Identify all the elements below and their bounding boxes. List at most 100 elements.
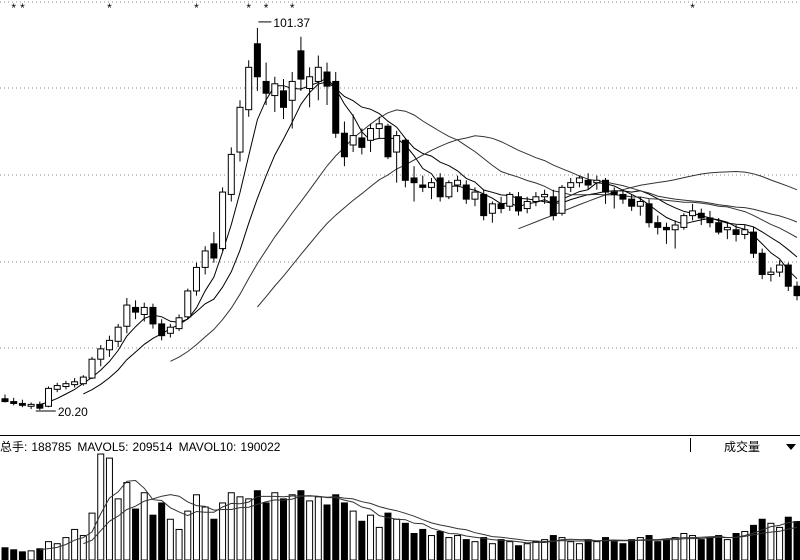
candle-body: [253, 43, 261, 78]
candle-body: [645, 203, 653, 224]
candle-body: [158, 323, 166, 337]
candle-body: [514, 196, 522, 212]
volume-bar: [671, 537, 679, 560]
header-value: 188785: [31, 440, 71, 454]
candle-body: [454, 179, 462, 186]
volume-bar: [393, 518, 401, 560]
volume-bar: [253, 490, 261, 560]
candle-body: [488, 203, 496, 214]
volume-bar: [140, 492, 148, 560]
candle-body: [288, 80, 296, 101]
candle-body: [523, 200, 531, 210]
volume-bar: [697, 539, 705, 560]
candle-body: [184, 290, 192, 318]
candle-body: [689, 210, 697, 217]
volume-bar: [532, 541, 540, 560]
volume-bar: [62, 537, 70, 560]
candle-body: [471, 191, 479, 200]
candle-body: [297, 50, 305, 80]
volume-bar: [488, 543, 496, 560]
volume-bar: [10, 549, 18, 560]
candle-body: [662, 226, 670, 231]
flag: *: [690, 1, 695, 15]
candle-body: [71, 381, 79, 386]
volume-bar: [575, 543, 583, 560]
candle-body: [593, 179, 601, 184]
candle-body: [349, 135, 357, 146]
candle-body: [210, 243, 218, 259]
candle-body: [410, 177, 418, 184]
header-label: MAVOL10:: [179, 440, 237, 454]
candle-body: [793, 285, 800, 297]
candle-body: [602, 179, 610, 193]
candle-body: [723, 226, 731, 231]
candle-body: [262, 80, 270, 94]
volume-bar: [71, 528, 79, 560]
candle-body: [201, 250, 209, 268]
candle-body: [549, 196, 557, 217]
flag: *: [20, 1, 25, 15]
candle-body: [636, 200, 644, 207]
candle-body: [671, 224, 679, 231]
volume-bar: [593, 541, 601, 560]
volume-bar: [619, 543, 627, 560]
candle-body: [105, 339, 113, 351]
candle-body: [462, 184, 470, 200]
dropdown-icon[interactable]: [786, 444, 796, 450]
volume-bar: [18, 551, 26, 560]
candle-body: [784, 264, 792, 287]
volume-bar: [332, 494, 340, 560]
volume-bar: [758, 518, 766, 560]
volume-bar: [549, 535, 557, 560]
volume-bar: [454, 535, 462, 560]
volume-bar: [706, 537, 714, 560]
candle-body: [271, 83, 279, 97]
candle-body: [567, 182, 575, 188]
volume-bar: [419, 528, 427, 560]
volume-bar: [654, 541, 662, 560]
candle-body: [280, 90, 288, 108]
header-value: 190022: [240, 440, 280, 454]
volume-bar: [114, 498, 122, 560]
volume-bar: [149, 514, 157, 560]
volume-ma-line: [83, 494, 798, 545]
flag: *: [264, 1, 269, 15]
volume-bar: [427, 535, 435, 560]
volume-bar: [358, 520, 366, 560]
volume-bar: [436, 530, 444, 560]
candle-body: [97, 348, 105, 360]
volume-bar: [132, 508, 140, 560]
volume-bar: [227, 492, 235, 560]
candle-body: [53, 385, 61, 390]
candle-body: [332, 80, 340, 134]
header-label: MAVOL5:: [77, 440, 128, 454]
flag: *: [290, 1, 295, 15]
candle-body: [36, 403, 44, 409]
volume-bar: [45, 541, 53, 560]
volume-bar: [636, 537, 644, 560]
candle-body: [480, 193, 488, 217]
volume-bar: [471, 541, 479, 560]
candle-body: [619, 193, 627, 200]
candle-body: [776, 264, 784, 273]
candle-body: [767, 271, 775, 275]
candle-body: [323, 71, 331, 87]
candle-body: [706, 217, 714, 224]
volume-bar: [175, 528, 183, 560]
volume-bar: [280, 498, 288, 560]
volume-bar: [271, 492, 279, 560]
candle-body: [575, 177, 583, 184]
candle-body: [419, 184, 427, 188]
volume-bar: [184, 510, 192, 560]
volume-bar: [680, 533, 688, 560]
candle-body: [166, 326, 174, 334]
candle-body: [314, 66, 322, 82]
volume-bar: [610, 541, 618, 560]
candle-body: [610, 191, 618, 195]
candle-body: [697, 212, 705, 219]
volume-bar: [732, 533, 740, 560]
ma-line: [83, 81, 798, 395]
volume-bar: [245, 498, 253, 560]
candle-body: [149, 306, 157, 325]
